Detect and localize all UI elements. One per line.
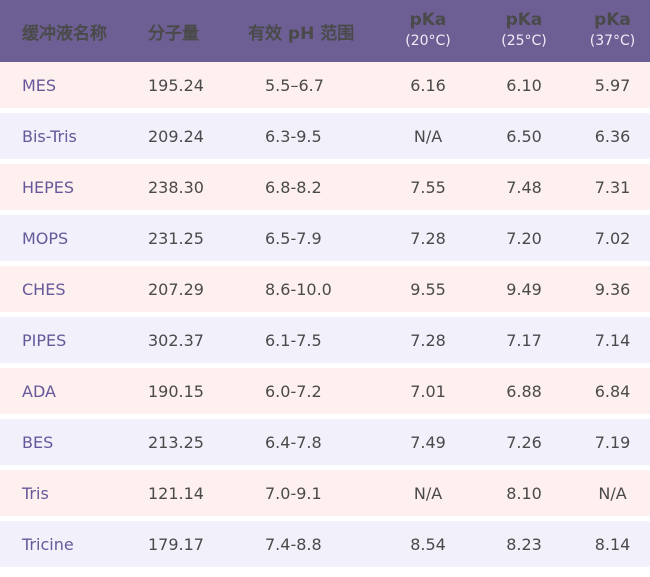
pka-20: N/A	[413, 483, 443, 503]
table-row: MES 195.24 5.5–6.7 6.16 6.10 5.97	[0, 62, 650, 113]
ph-range: 6.1-7.5	[265, 330, 322, 350]
header-pka25: pKa (25°C)	[473, 10, 575, 52]
molecular-weight: 190.15	[148, 381, 204, 401]
pka-20: 7.01	[410, 381, 446, 401]
pka-25: 6.10	[506, 75, 542, 95]
pka-25: 7.17	[506, 330, 542, 350]
pka-20: 7.28	[410, 330, 446, 350]
pka-20: 7.55	[410, 177, 446, 197]
buffer-name: MOPS	[22, 228, 69, 248]
pka-25: 7.20	[506, 228, 542, 248]
header-pka20-label: pKa	[409, 10, 447, 30]
ph-range: 6.3-9.5	[265, 126, 322, 146]
pka-25: 9.49	[506, 279, 542, 299]
buffer-name: HEPES	[22, 177, 75, 197]
header-pka37-temp: (37°C)	[589, 33, 636, 49]
pka-20: 9.55	[410, 279, 446, 299]
pka-37: 5.97	[594, 75, 631, 95]
table-row: Bis-Tris 209.24 6.3-9.5 N/A 6.50 6.36	[0, 113, 650, 164]
buffer-name: MES	[22, 75, 57, 95]
pka-37: N/A	[598, 483, 627, 503]
ph-range: 6.8-8.2	[265, 177, 322, 197]
pka-37: 7.02	[594, 228, 631, 248]
pka-37: 7.31	[594, 177, 631, 197]
buffer-name: CHES	[22, 279, 66, 299]
header-mw: 分子量	[148, 23, 199, 44]
ph-range: 8.6-10.0	[265, 279, 332, 299]
ph-range: 6.4-7.8	[265, 432, 322, 452]
molecular-weight: 179.17	[148, 534, 204, 554]
table-header: 缓冲液名称 分子量 有效 pH 范围 pKa (20°C) pKa (25°C)…	[0, 0, 650, 62]
pka-25: 7.48	[506, 177, 542, 197]
pka-37: 7.14	[594, 330, 631, 350]
table-row: BES 213.25 6.4-7.8 7.49 7.26 7.19	[0, 419, 650, 470]
header-pka25-temp: (25°C)	[501, 33, 547, 49]
pka-20: 8.54	[410, 534, 446, 554]
molecular-weight: 207.29	[148, 279, 204, 299]
pka-25: 6.50	[506, 126, 542, 146]
pka-25: 7.26	[506, 432, 542, 452]
ph-range: 6.0-7.2	[265, 381, 322, 401]
ph-range: 6.5-7.9	[265, 228, 322, 248]
pka-20: N/A	[413, 126, 443, 146]
pka-37: 9.36	[594, 279, 631, 299]
buffer-name: BES	[22, 432, 54, 452]
ph-range: 7.0-9.1	[265, 483, 322, 503]
molecular-weight: 231.25	[148, 228, 204, 248]
buffer-name: ADA	[22, 381, 56, 401]
pka-37: 8.14	[594, 534, 631, 554]
header-pka37: pKa (37°C)	[575, 10, 650, 52]
header-pka37-label: pKa	[594, 10, 631, 30]
buffer-name: PIPES	[22, 330, 67, 350]
ph-range: 5.5–6.7	[265, 75, 324, 95]
molecular-weight: 238.30	[148, 177, 204, 197]
header-pka20: pKa (20°C)	[383, 10, 473, 52]
header-pka20-temp: (20°C)	[405, 33, 451, 49]
pka-37: 7.19	[594, 432, 631, 452]
pka-37: 6.84	[594, 381, 631, 401]
ph-range: 7.4-8.8	[265, 534, 322, 554]
table-row: CHES 207.29 8.6-10.0 9.55 9.49 9.36	[0, 266, 650, 317]
table-row: MOPS 231.25 6.5-7.9 7.28 7.20 7.02	[0, 215, 650, 266]
molecular-weight: 121.14	[148, 483, 204, 503]
table-row: Tris 121.14 7.0-9.1 N/A 8.10 N/A	[0, 470, 650, 521]
table-row: ADA 190.15 6.0-7.2 7.01 6.88 6.84	[0, 368, 650, 419]
table-row: Tricine 179.17 7.4-8.8 8.54 8.23 8.14	[0, 521, 650, 572]
table-row: PIPES 302.37 6.1-7.5 7.28 7.17 7.14	[0, 317, 650, 368]
buffer-name: Tricine	[22, 534, 74, 554]
pka-25: 8.10	[506, 483, 542, 503]
header-ph-range: 有效 pH 范围	[248, 23, 355, 44]
pka-20: 7.28	[410, 228, 446, 248]
header-pka25-label: pKa	[505, 10, 543, 30]
pka-25: 8.23	[506, 534, 542, 554]
pka-20: 7.49	[410, 432, 446, 452]
molecular-weight: 195.24	[148, 75, 204, 95]
table-row: HEPES 238.30 6.8-8.2 7.55 7.48 7.31	[0, 164, 650, 215]
buffer-name: Bis-Tris	[22, 126, 77, 146]
pka-25: 6.88	[506, 381, 542, 401]
pka-20: 6.16	[410, 75, 446, 95]
header-name: 缓冲液名称	[22, 23, 107, 44]
buffer-name: Tris	[22, 483, 49, 503]
molecular-weight: 302.37	[148, 330, 204, 350]
molecular-weight: 213.25	[148, 432, 204, 452]
pka-37: 6.36	[594, 126, 631, 146]
molecular-weight: 209.24	[148, 126, 204, 146]
